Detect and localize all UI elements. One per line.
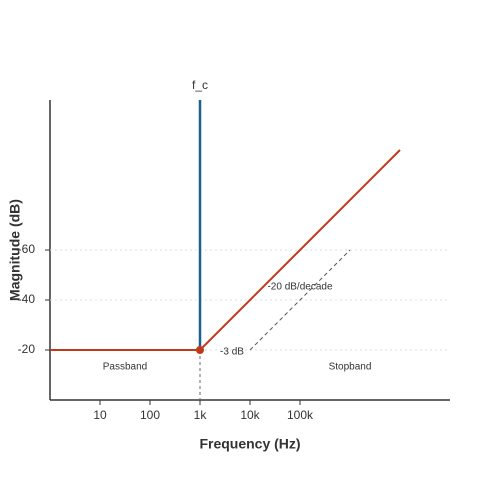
annotation: -3 dB — [220, 347, 244, 358]
y-tick-label: -20 — [18, 342, 36, 356]
y-axis-title: Magnitude (dB) — [7, 199, 23, 301]
annotation: -20 dB/decade — [267, 282, 332, 293]
x-tick-label: 10k — [240, 408, 260, 422]
y-tick-label: -60 — [18, 242, 36, 256]
cutoff-label: f_c — [192, 78, 208, 92]
x-tick-label: 100 — [140, 408, 160, 422]
x-axis-title: Frequency (Hz) — [199, 436, 300, 452]
x-tick-label: 100k — [287, 408, 314, 422]
slope-guide — [249, 249, 351, 351]
x-tick-label: 10 — [93, 408, 107, 422]
x-tick-label: 1k — [194, 408, 208, 422]
y-tick-label: -40 — [18, 292, 36, 306]
annotation: Passband — [103, 362, 147, 373]
cutoff-point — [196, 346, 204, 354]
annotation: Stopband — [329, 362, 372, 373]
